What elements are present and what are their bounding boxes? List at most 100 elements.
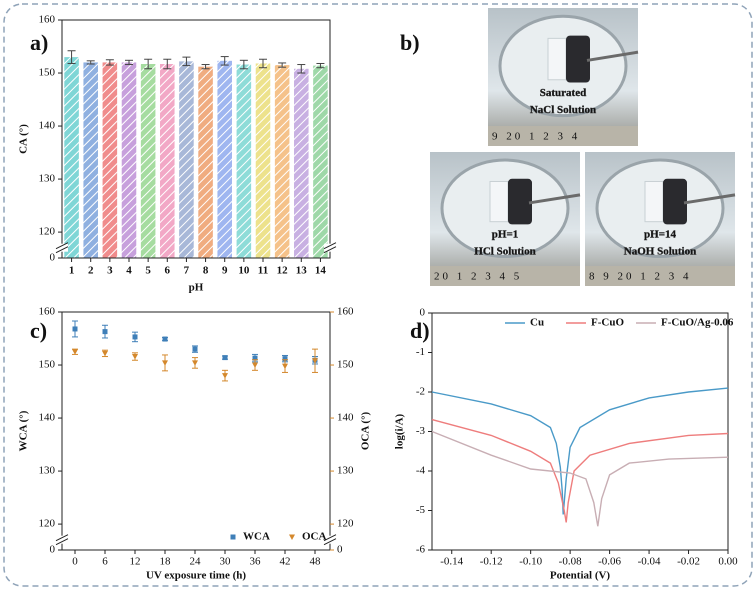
x-tick-label: -0.04 <box>638 556 661 568</box>
bar <box>121 62 137 258</box>
x-tick-label: 48 <box>310 556 322 568</box>
x-tick-label: -0.12 <box>480 556 503 568</box>
photo-caption: HCl Solution <box>474 246 535 258</box>
y-tick-label: 150 <box>39 67 56 79</box>
line <box>431 430 729 527</box>
bar <box>294 68 309 258</box>
x-axis-label: pH <box>189 282 204 294</box>
error-bar <box>86 60 95 65</box>
bar <box>160 64 175 258</box>
y-tick-label: 130 <box>39 173 56 185</box>
point <box>282 356 288 362</box>
y-tick-label: 0 <box>420 307 426 319</box>
photo-panel: b) Saturated NaCl Solution 9 20 1 2 3 4 pH=1… <box>400 8 736 286</box>
y-tick-label: 0 <box>50 252 56 264</box>
y-tick-label: -5 <box>416 504 426 516</box>
error-bar <box>105 59 114 66</box>
x-tick-label: 5 <box>145 265 151 277</box>
error-bar <box>259 58 267 69</box>
point <box>162 336 168 342</box>
y-tick-label: 120 <box>337 518 354 530</box>
axis-break <box>55 538 69 546</box>
y-axis-label: OCA (°) <box>360 412 372 451</box>
axis-break <box>323 246 337 254</box>
tweezers <box>528 193 581 205</box>
y-tick-label: 120 <box>39 518 56 530</box>
x-tick-label: 42 <box>280 556 291 568</box>
y-tick-label: 160 <box>39 14 56 26</box>
x-tick-label: 30 <box>220 556 232 568</box>
y-tick-label: 150 <box>337 359 354 371</box>
x-axis-label: UV exposure time (h) <box>146 570 246 582</box>
x-tick-label: -0.08 <box>559 556 582 568</box>
panel-label: c) <box>30 318 47 343</box>
photo-caption: pH=14 <box>644 229 676 241</box>
y-tick-label: 140 <box>39 120 56 132</box>
photo-caption: pH=1 <box>492 229 518 241</box>
axis-break <box>55 242 69 250</box>
x-tick-label: 12 <box>130 556 141 568</box>
axis-break <box>324 243 336 252</box>
x-tick-label: 18 <box>160 556 172 568</box>
bar <box>102 62 118 258</box>
axis-break <box>56 243 68 252</box>
bar <box>64 57 79 259</box>
ruler-numbers: 9 20 1 2 3 4 <box>492 131 580 143</box>
ruler <box>430 266 580 286</box>
point <box>252 362 258 369</box>
panel-label: a) <box>30 30 48 55</box>
y-tick-label: -3 <box>416 425 426 437</box>
x-tick-label: 0 <box>72 556 78 568</box>
legend-marker <box>230 534 236 540</box>
y-tick-label: 130 <box>337 465 354 477</box>
x-tick-label: -0.10 <box>519 556 542 568</box>
point <box>72 326 78 332</box>
photo-caption: NaOH Solution <box>624 246 696 258</box>
x-tick-label: 8 <box>203 265 209 277</box>
bar <box>83 62 98 258</box>
error-bar <box>297 64 306 74</box>
bar <box>198 66 213 258</box>
legend-marker <box>289 534 295 540</box>
bar <box>140 64 156 258</box>
x-tick-label: 4 <box>126 265 132 277</box>
ruler-numbers: 8 9 20 1 2 3 4 <box>589 271 692 283</box>
point <box>222 355 228 361</box>
x-tick-label: 0.00 <box>718 556 738 568</box>
line <box>431 387 729 515</box>
panel-label: d) <box>410 318 430 343</box>
bar <box>179 61 194 258</box>
tweezers <box>586 50 639 62</box>
error-bar <box>278 62 287 68</box>
bar <box>217 60 232 258</box>
axis-break <box>324 535 336 544</box>
legend-label: OCA <box>302 531 327 543</box>
axis-break <box>55 246 69 254</box>
bar <box>313 65 328 258</box>
y-axis-label: WCA (°) <box>18 410 30 451</box>
point <box>312 358 318 364</box>
frame <box>3 3 753 587</box>
axis-break <box>323 534 337 542</box>
axis-break <box>323 538 337 546</box>
sample <box>547 37 567 81</box>
point <box>72 349 78 355</box>
y-tick-label: 160 <box>337 306 354 318</box>
x-tick-label: -0.14 <box>440 556 463 568</box>
y-tick-label: 0 <box>50 544 56 556</box>
error-bar <box>125 59 133 66</box>
error-bar <box>144 58 153 70</box>
point <box>132 354 138 360</box>
bar <box>236 64 252 258</box>
error-bar <box>239 59 248 70</box>
bar <box>274 65 290 259</box>
y-tick-label: 150 <box>39 359 56 371</box>
y-tick-label: -1 <box>416 346 425 358</box>
x-tick-label: 1 <box>69 265 75 277</box>
x-axis-label: Potential (V) <box>550 570 611 582</box>
point <box>192 346 198 352</box>
point <box>132 334 138 340</box>
panel-label: b) <box>400 30 420 55</box>
ruler <box>488 126 638 146</box>
error-bar <box>182 56 191 67</box>
